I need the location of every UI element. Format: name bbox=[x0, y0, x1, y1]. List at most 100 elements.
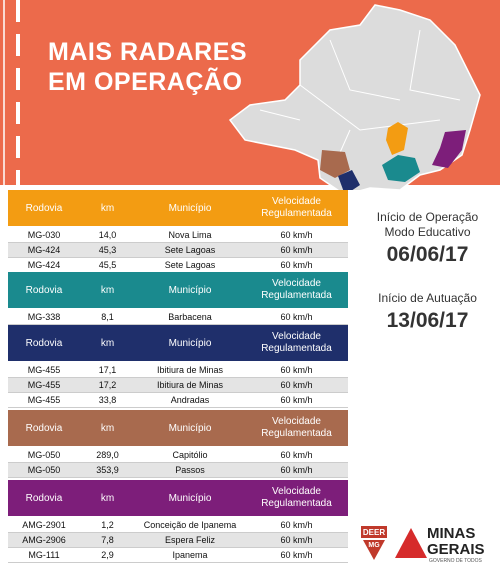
cell: 60 km/h bbox=[280, 260, 313, 270]
table-header: Rodovia km Município Velocidade Regulamenta… bbox=[8, 480, 348, 516]
cell: MG-050 bbox=[27, 465, 61, 475]
column-header: Rodovia bbox=[25, 337, 63, 349]
column-header: Município bbox=[168, 284, 212, 296]
column-header: Velocidade Regulamentada bbox=[261, 486, 332, 509]
table-row: MG-338 8,1 Barbacena 60 km/h bbox=[8, 310, 348, 325]
cell: 14,0 bbox=[98, 230, 117, 240]
cell: MG-455 bbox=[27, 395, 61, 405]
cell: AMG-2906 bbox=[22, 535, 66, 545]
title-line: MAIS RADARES bbox=[48, 38, 248, 66]
cell: Sete Lagoas bbox=[164, 260, 216, 270]
deer-box bbox=[361, 526, 387, 538]
cell: Ipanema bbox=[172, 550, 208, 560]
cell: Barbacena bbox=[168, 312, 212, 322]
cell: 60 km/h bbox=[280, 365, 313, 375]
cell: Passos bbox=[175, 465, 205, 475]
map-region bbox=[320, 150, 350, 178]
cell: 60 km/h bbox=[280, 550, 313, 560]
state-triangle bbox=[395, 528, 427, 558]
table-row: MG-050 353,9 Passos 60 km/h bbox=[8, 463, 348, 478]
table-row: AMG-2906 7,8 Espera Feliz 60 km/h bbox=[8, 533, 348, 548]
table-row: MG-424 45,3 Sete Lagoas 60 km/h bbox=[8, 243, 348, 258]
table-row: MG-424 45,5 Sete Lagoas 60 km/h bbox=[8, 258, 348, 273]
cell: 353,9 bbox=[96, 465, 119, 475]
column-header: km bbox=[100, 492, 115, 504]
cell: 45,5 bbox=[98, 260, 117, 270]
cell: 8,1 bbox=[101, 312, 114, 322]
column-header: Município bbox=[168, 422, 212, 434]
table-row: MG-455 17,2 Ibitiura de Minas 60 km/h bbox=[8, 378, 348, 393]
cell: 17,2 bbox=[98, 380, 117, 390]
deer-sub: MG bbox=[368, 542, 380, 549]
operation-date: 06/06/17 bbox=[386, 243, 469, 266]
cell: 7,8 bbox=[101, 535, 114, 545]
cell: Capitólio bbox=[172, 450, 208, 460]
column-header: Rodovia bbox=[25, 492, 63, 504]
cell: 17,1 bbox=[98, 365, 117, 375]
deer-triangle bbox=[363, 540, 385, 560]
cell: MG-424 bbox=[27, 260, 61, 270]
cell: 60 km/h bbox=[280, 450, 313, 460]
operation-label: Início de Operação bbox=[376, 210, 479, 224]
cell: 60 km/h bbox=[280, 520, 313, 530]
cell: Ibitiura de Minas bbox=[156, 380, 224, 390]
cell: MG-455 bbox=[27, 365, 61, 375]
cell: MG-338 bbox=[27, 312, 61, 322]
cell: Sete Lagoas bbox=[164, 245, 216, 255]
cell: Andradas bbox=[170, 395, 210, 405]
enforcement-label: Início de Autuação bbox=[378, 291, 477, 305]
map-region bbox=[386, 122, 408, 155]
title-line: EM OPERAÇÃO bbox=[48, 68, 243, 96]
column-header: km bbox=[100, 337, 115, 349]
table-row: MG-455 33,8 Andradas 60 km/h bbox=[8, 393, 348, 408]
cell: 1,2 bbox=[101, 520, 114, 530]
state-logo: GERAIS bbox=[427, 541, 485, 558]
table-row: MG-050 289,0 Capitólio 60 km/h bbox=[8, 448, 348, 463]
cell: 289,0 bbox=[96, 450, 119, 460]
column-header: Velocidade Regulamentada bbox=[261, 196, 332, 219]
cell: 33,8 bbox=[98, 395, 117, 405]
cell: Ibitiura de Minas bbox=[156, 365, 224, 375]
column-header: Município bbox=[168, 202, 212, 214]
column-header: km bbox=[100, 422, 115, 434]
column-header: Rodovia bbox=[25, 202, 63, 214]
enforcement-date: 13/06/17 bbox=[386, 309, 469, 332]
state-logo: MINAS bbox=[427, 525, 475, 542]
column-header: Rodovia bbox=[25, 284, 63, 296]
slogan: GOVERNO DE TODOS bbox=[429, 558, 483, 564]
map-region bbox=[338, 170, 360, 190]
table-row: MG-111 2,9 Ipanema 60 km/h bbox=[8, 548, 348, 563]
table-header: Rodovia km Município Velocidade Regulamenta… bbox=[8, 272, 348, 308]
column-header: Velocidade Regulamentada bbox=[261, 331, 332, 354]
cell: 60 km/h bbox=[280, 230, 313, 240]
cell: 60 km/h bbox=[280, 312, 313, 322]
map-borders bbox=[259, 29, 461, 176]
column-header: Município bbox=[168, 492, 212, 504]
cell: 60 km/h bbox=[280, 395, 313, 405]
cell: 45,3 bbox=[98, 245, 117, 255]
map-region bbox=[432, 130, 466, 168]
map-state bbox=[228, 4, 481, 190]
cell: Espera Feliz bbox=[164, 535, 216, 545]
cell: MG-455 bbox=[27, 380, 61, 390]
table-header: Rodovia km Município Velocidade Regulamenta… bbox=[8, 190, 348, 226]
cell: MG-050 bbox=[27, 450, 61, 460]
cell: 60 km/h bbox=[280, 245, 313, 255]
column-header: Município bbox=[168, 337, 212, 349]
cell: 60 km/h bbox=[280, 535, 313, 545]
column-header: km bbox=[100, 202, 115, 214]
table-header: Rodovia km Município Velocidade Regulamenta… bbox=[8, 410, 348, 446]
table-row: AMG-2901 1,2 Conceição de Ipanema 60 km/h bbox=[8, 518, 348, 533]
column-header: km bbox=[100, 284, 115, 296]
map-region bbox=[382, 155, 420, 182]
cell: 60 km/h bbox=[280, 465, 313, 475]
banner bbox=[0, 0, 500, 190]
logos: DEER MG MINAS GERAIS GOVERNO DE TODOS bbox=[361, 525, 485, 564]
column-header: Rodovia bbox=[25, 422, 63, 434]
table-row: MG-030 14,0 Nova Lima 60 km/h bbox=[8, 228, 348, 243]
column-header: Velocidade Regulamentada bbox=[261, 416, 332, 439]
cell: 60 km/h bbox=[280, 380, 313, 390]
cell: Conceição de Ipanema bbox=[143, 520, 237, 530]
deer-logo: DEER bbox=[363, 528, 385, 537]
